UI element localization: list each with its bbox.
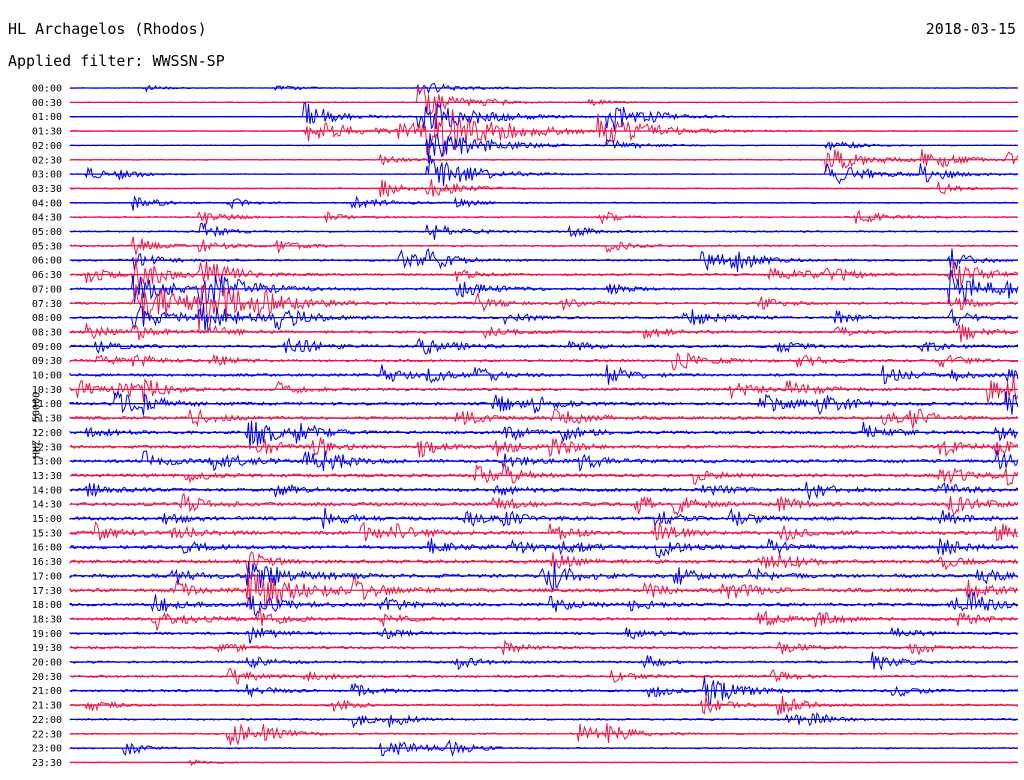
seismic-trace	[69, 420, 1019, 449]
time-tick-label: 17:30	[32, 586, 62, 597]
time-tick-label: 00:00	[32, 84, 62, 95]
time-tick-label: 21:30	[32, 701, 62, 712]
seismic-trace	[69, 86, 1019, 115]
seismic-trace	[69, 283, 1019, 332]
time-tick-label: 09:30	[32, 356, 62, 367]
seismic-trace	[69, 323, 1019, 343]
time-tick-label: 14:30	[32, 500, 62, 511]
time-tick-label: 22:30	[32, 729, 62, 740]
time-tick-label: 11:30	[32, 414, 62, 425]
seismic-trace	[69, 521, 1019, 543]
time-tick-label: 19:30	[32, 643, 62, 654]
seismic-trace	[69, 551, 1019, 575]
seismic-trace	[69, 437, 1019, 458]
time-tick-label: 21:00	[32, 686, 62, 697]
time-tick-label: 07:00	[32, 284, 62, 295]
time-tick-label: 10:00	[32, 371, 62, 382]
time-tick-label: 03:00	[32, 170, 62, 181]
time-tick-label: 01:30	[32, 127, 62, 138]
filter-label: Applied filter: WWSSN-SP	[8, 52, 225, 70]
time-tick-label: 02:00	[32, 141, 62, 152]
time-tick-label: 19:00	[32, 629, 62, 640]
time-tick-label: 20:00	[32, 658, 62, 669]
time-tick-label: 10:30	[32, 385, 62, 396]
time-tick-label: 13:00	[32, 457, 62, 468]
seismic-trace	[69, 195, 1019, 211]
seismic-trace	[69, 149, 1019, 172]
seismic-trace	[69, 481, 1019, 500]
seismic-trace	[69, 103, 1019, 156]
time-tick-label: 12:00	[32, 428, 62, 439]
time-tick-label: 03:30	[32, 184, 62, 195]
date-label: 2018-03-15	[925, 20, 1016, 38]
time-tick-label: 15:30	[32, 528, 62, 539]
time-tick-label: 04:00	[32, 198, 62, 209]
seismic-trace	[69, 352, 1019, 371]
time-tick-label: 20:30	[32, 672, 62, 683]
time-tick-label: 23:00	[32, 744, 62, 755]
time-tick-label: 08:30	[32, 327, 62, 338]
time-tick-label: 01:00	[32, 112, 62, 123]
seismic-trace	[69, 607, 1019, 631]
time-tick-label: 09:00	[32, 342, 62, 353]
time-tick-label: 16:00	[32, 543, 62, 554]
seismic-trace	[69, 537, 1019, 559]
time-tick-label: 14:00	[32, 485, 62, 496]
time-tick-label: 18:00	[32, 600, 62, 611]
time-tick-label: 06:00	[32, 256, 62, 267]
time-tick-label: 00:30	[32, 98, 62, 109]
time-tick-label: 15:00	[32, 514, 62, 525]
seismic-trace	[69, 408, 1019, 429]
seismic-trace	[69, 626, 1019, 644]
time-tick-label: 22:00	[32, 715, 62, 726]
time-tick-label: 16:30	[32, 557, 62, 568]
time-tick-label: 23:30	[32, 758, 62, 769]
time-tick-label: 18:30	[32, 614, 62, 625]
time-tick-label: 08:00	[32, 313, 62, 324]
seismic-trace	[69, 711, 1019, 729]
time-tick-label: 06:30	[32, 270, 62, 281]
time-tick-label: 02:30	[32, 155, 62, 166]
seismic-trace	[69, 209, 1019, 225]
time-tick-label: 05:30	[32, 241, 62, 252]
time-tick-label: 07:30	[32, 299, 62, 310]
time-tick-label: 05:00	[32, 227, 62, 238]
time-tick-label: 17:00	[32, 571, 62, 582]
seismic-trace	[69, 651, 1019, 671]
time-tick-label: 12:30	[32, 442, 62, 453]
time-tick-label: 04:30	[32, 213, 62, 224]
seismic-trace	[69, 257, 1019, 289]
time-tick-label: 13:30	[32, 471, 62, 482]
station-title: HL Archagelos (Rhodos)	[8, 20, 207, 38]
time-tick-label: 11:00	[32, 399, 62, 410]
seismic-trace	[69, 462, 1019, 486]
